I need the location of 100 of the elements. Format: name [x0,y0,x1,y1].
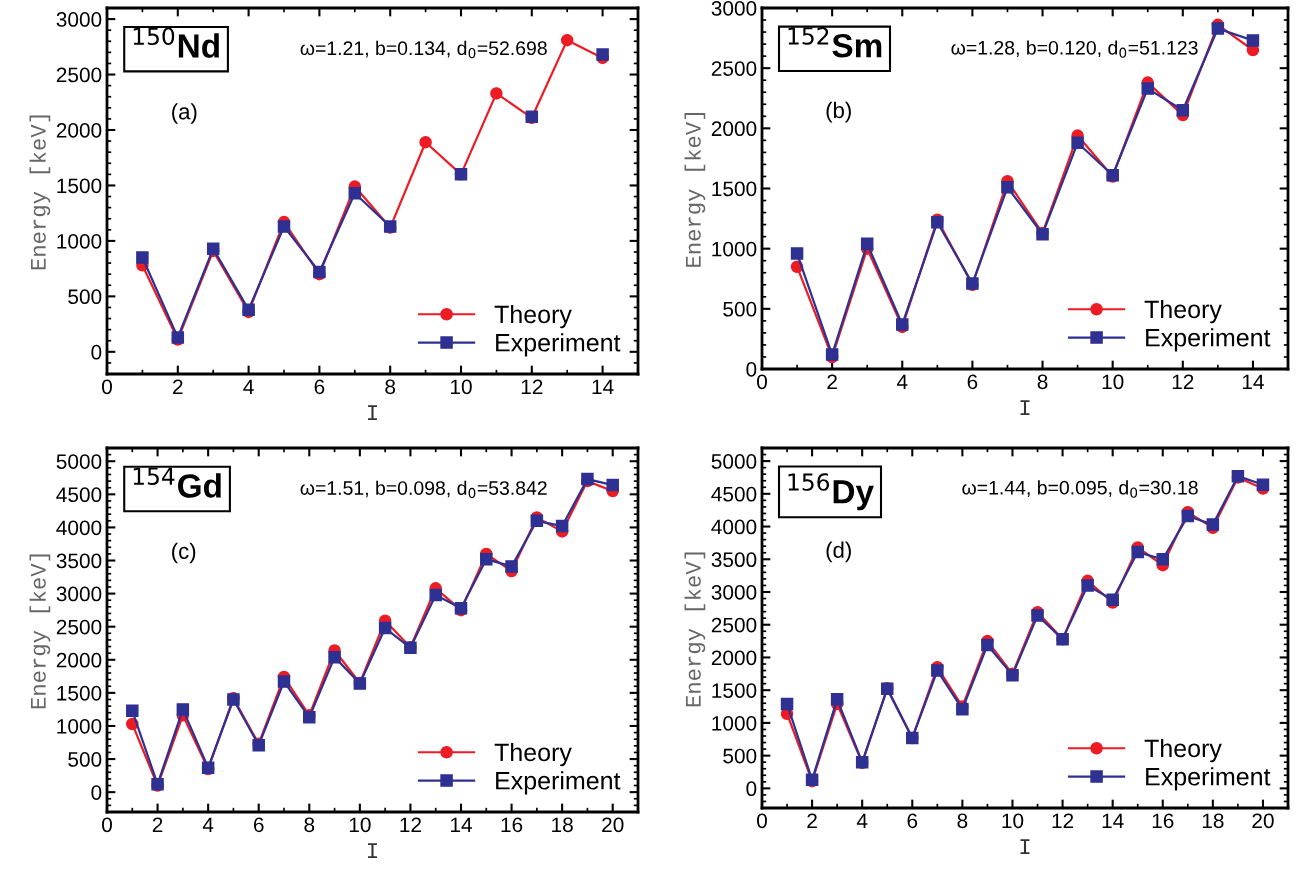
annotation: $^{150}$Nd [133,27,219,58]
legend-label: Theory [1144,738,1222,763]
x-axis-title: I [1020,400,1030,415]
x-tick-label: 0 [757,813,767,829]
y-tick-label: 0 [91,344,102,360]
x-tick-label: 2 [173,379,183,394]
x-tick-label: 10 [451,379,472,395]
x-tick-label: 6 [253,817,264,833]
y-tick-label: 2500 [56,619,102,635]
x-tick-label: 2 [807,813,817,828]
y-tick-label: 3500 [711,552,757,568]
x-tick-label: 12 [400,817,421,832]
x-tick-label: 8 [385,379,396,395]
x-tick-label: 2 [827,374,837,389]
y-tick-label: 3000 [711,585,757,600]
legend-label: Experiment [496,771,621,795]
y-tick-label: 2000 [56,123,102,138]
x-tick-label: 2 [152,817,163,832]
x-tick-label: 8 [957,813,968,829]
annotation: (c) [172,542,196,564]
y-tick-label: 2500 [711,61,757,76]
x-tick-label: 12 [1172,374,1194,389]
y-tick-label: 1500 [57,178,102,194]
y-tick-label: 2500 [711,617,757,633]
annotation: (d) [826,541,851,563]
x-tick-label: 6 [314,379,325,395]
x-tick-label: 10 [1002,813,1024,829]
y-tick-label: 3000 [56,12,102,27]
legend-label: Theory [1144,299,1222,324]
annotation: ω=1.44, b=0.095, d$_{0}$=30.18 [962,480,1198,498]
y-tick-label: 5000 [711,454,757,469]
x-tick-label: 6 [967,374,978,390]
x-tick-label: 4 [243,379,254,394]
y-tick-label: 2000 [56,652,102,668]
y-axis-title: Energy [keV] [684,552,706,707]
x-axis-title: I [1020,839,1030,854]
legend-label: Experiment [1146,328,1271,352]
legend-label: Theory [494,742,572,767]
y-tick-label: 0 [91,785,102,800]
x-tick-label: 12 [1052,813,1074,828]
annotation: ω=1.51, b=0.098, d$_{0}$=53.842 [300,480,547,499]
annotation: $^{152}$Sm [788,27,882,58]
y-tick-label: 4500 [711,486,757,502]
legend-label: Experiment [496,333,621,357]
x-tick-label: 20 [602,817,624,833]
x-tick-label: 18 [552,817,573,833]
legend-label: Experiment [1146,767,1271,791]
x-axis-title: I [368,405,377,420]
annotation: $^{154}$Gd [133,467,221,498]
x-tick-label: 0 [757,374,767,390]
y-tick-label: 1000 [712,241,757,257]
x-tick-label: 0 [102,817,112,833]
x-tick-label: 10 [1102,374,1124,390]
x-tick-label: 12 [521,379,543,394]
y-tick-label: 500 [723,748,757,764]
y-tick-label: 1500 [57,685,102,701]
x-tick-label: 8 [1037,374,1048,390]
x-tick-label: 0 [102,379,112,395]
x-tick-label: 14 [1102,813,1124,828]
y-tick-label: 500 [723,301,757,317]
x-tick-label: 8 [304,817,315,833]
y-tick-label: 4000 [711,519,757,535]
y-axis-title: Energy [keV] [29,115,51,270]
y-tick-label: 4000 [56,520,102,536]
x-axis-title: I [368,843,377,858]
x-tick-label: 4 [856,813,868,828]
y-tick-label: 3500 [56,553,102,569]
y-tick-label: 1000 [57,718,102,734]
y-tick-label: 2500 [56,67,102,83]
x-tick-label: 4 [202,817,214,832]
x-tick-label: 14 [1242,374,1264,389]
x-tick-label: 14 [451,817,472,832]
annotation: ω=1.28, b=0.120, d$_{0}$=51.123 [951,40,1198,58]
annotation: (a) [172,103,197,124]
y-tick-label: 500 [68,289,102,305]
y-tick-label: 1500 [712,181,757,197]
x-tick-label: 10 [349,817,371,833]
y-tick-label: 0 [746,781,757,797]
x-tick-label: 16 [1152,813,1174,829]
y-tick-label: 0 [746,362,757,377]
annotation: $^{156}$Dy [788,473,874,511]
x-tick-label: 16 [501,817,523,833]
y-tick-label: 2000 [711,121,757,137]
y-tick-label: 4500 [56,487,102,503]
y-tick-label: 1000 [712,715,757,731]
y-tick-label: 1000 [57,233,102,249]
x-tick-label: 20 [1252,813,1274,829]
y-tick-label: 2000 [711,650,757,666]
annotation: ω=1.21, b=0.134, d$_{0}$=52.698 [300,40,547,59]
y-tick-label: 3000 [56,586,102,602]
x-tick-label: 4 [896,374,908,389]
y-tick-label: 5000 [56,454,102,469]
y-tick-label: 1500 [712,683,757,698]
legend-label: Theory [494,304,572,329]
x-tick-label: 6 [907,813,918,829]
x-tick-label: 14 [592,379,614,394]
x-tick-label: 18 [1202,813,1224,829]
annotation: (b) [826,101,851,123]
y-axis-title: Energy [keV] [29,554,51,709]
y-tick-label: 500 [68,752,102,767]
